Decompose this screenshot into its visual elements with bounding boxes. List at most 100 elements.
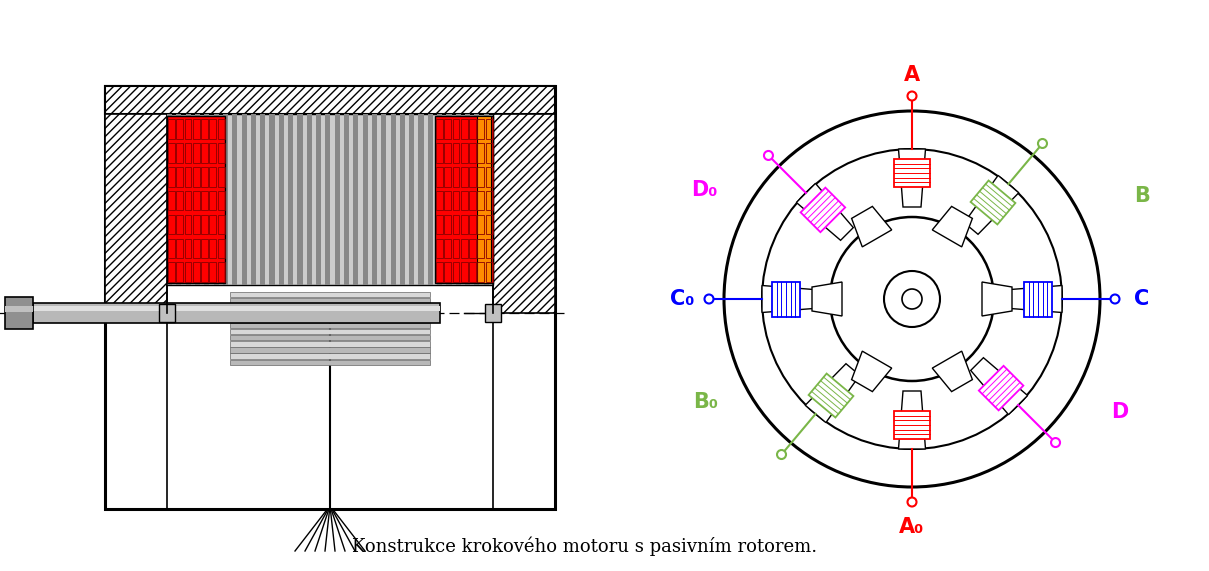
Circle shape	[884, 271, 941, 327]
Bar	[484, 114, 488, 285]
Bar	[250, 114, 256, 285]
Bar	[209, 143, 216, 163]
Bar	[209, 263, 216, 282]
Bar	[105, 86, 555, 509]
Bar	[444, 215, 451, 234]
Polygon shape	[932, 206, 972, 247]
Polygon shape	[979, 366, 1023, 411]
Bar	[201, 119, 208, 139]
Bar	[436, 263, 442, 282]
Text: C₀: C₀	[670, 289, 694, 309]
Bar	[230, 341, 430, 347]
Bar	[193, 191, 199, 211]
Bar	[177, 167, 183, 187]
Polygon shape	[800, 188, 845, 232]
Circle shape	[902, 289, 922, 309]
Bar	[452, 215, 459, 234]
Bar	[469, 263, 476, 282]
Bar	[5, 297, 33, 329]
Bar	[230, 335, 430, 340]
Bar	[469, 215, 476, 234]
Bar	[469, 167, 476, 187]
Polygon shape	[895, 159, 930, 187]
Bar	[486, 167, 492, 187]
Bar	[444, 191, 451, 211]
Bar	[478, 119, 485, 139]
Bar	[185, 263, 191, 282]
Bar	[444, 143, 451, 163]
Bar	[452, 119, 459, 139]
Bar	[232, 114, 237, 285]
Polygon shape	[762, 286, 820, 312]
Bar	[452, 191, 459, 211]
Bar	[160, 304, 175, 322]
Polygon shape	[932, 351, 972, 392]
Bar	[209, 215, 216, 234]
Text: D: D	[1111, 402, 1129, 422]
Bar	[209, 167, 216, 187]
Circle shape	[1039, 139, 1047, 148]
Bar	[444, 119, 451, 139]
Bar	[209, 191, 216, 211]
Bar	[177, 215, 183, 234]
Bar	[260, 114, 265, 285]
Bar	[168, 191, 175, 211]
Bar	[372, 114, 377, 285]
Bar	[428, 114, 433, 285]
Bar	[177, 191, 183, 211]
Bar	[201, 167, 208, 187]
Circle shape	[777, 450, 786, 459]
Circle shape	[724, 111, 1100, 487]
Bar	[218, 239, 225, 258]
Bar	[177, 114, 181, 285]
Bar	[168, 143, 175, 163]
Bar	[435, 116, 493, 283]
Bar	[452, 239, 459, 258]
Bar	[5, 306, 33, 312]
Polygon shape	[851, 206, 892, 247]
Bar	[438, 114, 442, 285]
Circle shape	[1111, 295, 1120, 304]
Bar	[288, 114, 294, 285]
Bar	[478, 116, 491, 283]
Bar	[230, 304, 430, 309]
Bar	[185, 143, 191, 163]
Bar	[478, 143, 485, 163]
Bar	[461, 215, 468, 234]
Bar	[214, 114, 219, 285]
Bar	[400, 114, 405, 285]
Bar	[485, 304, 501, 322]
Bar	[209, 239, 216, 258]
Bar	[486, 263, 492, 282]
Bar	[270, 114, 274, 285]
Bar	[230, 316, 430, 322]
Bar	[469, 143, 476, 163]
Bar	[325, 114, 330, 285]
Bar	[242, 114, 247, 285]
Bar	[486, 119, 492, 139]
Bar	[218, 215, 225, 234]
Polygon shape	[1003, 286, 1062, 312]
Bar	[193, 119, 199, 139]
Polygon shape	[965, 175, 1019, 234]
Bar	[230, 323, 430, 328]
Bar	[353, 114, 358, 285]
Bar	[185, 167, 191, 187]
Bar	[493, 114, 555, 313]
Bar	[168, 215, 175, 234]
Bar	[452, 167, 459, 187]
Polygon shape	[809, 373, 854, 417]
Text: Konstrukce krokového motoru s pasivním rotorem.: Konstrukce krokového motoru s pasivním r…	[353, 536, 817, 556]
Bar	[230, 310, 430, 316]
Polygon shape	[1024, 282, 1052, 316]
Bar	[363, 114, 368, 285]
Bar	[185, 191, 191, 211]
Bar	[436, 191, 442, 211]
Bar	[201, 263, 208, 282]
Bar	[218, 263, 225, 282]
Text: D₀: D₀	[690, 180, 717, 200]
Bar	[193, 263, 199, 282]
Bar	[185, 215, 191, 234]
Bar	[452, 143, 459, 163]
Bar	[465, 114, 470, 285]
